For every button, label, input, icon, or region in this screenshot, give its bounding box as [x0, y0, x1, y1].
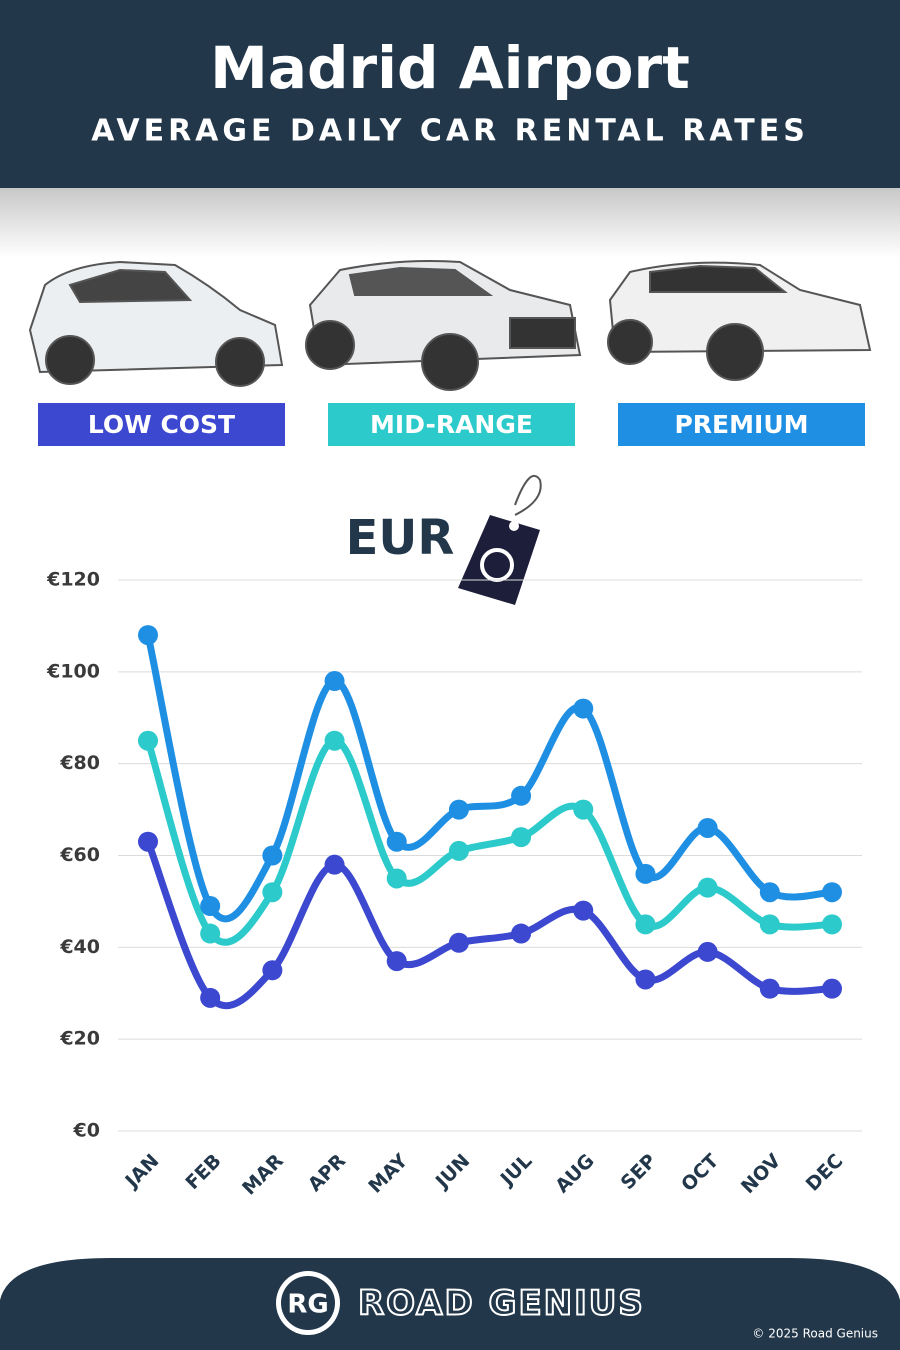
x-tick-label: MAR: [238, 1150, 288, 1200]
car-premium: [607, 261, 872, 381]
data-point: [822, 978, 842, 999]
data-point: [262, 845, 283, 866]
data-point: [822, 882, 842, 903]
data-point: [635, 914, 656, 935]
data-point: [697, 877, 718, 898]
data-point: [324, 671, 345, 692]
data-point: [697, 941, 718, 962]
footer-band: [0, 1258, 900, 1350]
y-tick-label: €100: [46, 660, 100, 682]
data-point: [324, 730, 345, 751]
data-point: [138, 831, 158, 852]
data-point: [635, 863, 656, 884]
x-tick-label: APR: [304, 1150, 350, 1196]
data-point: [138, 730, 158, 751]
data-point: [386, 951, 407, 972]
data-point: [386, 831, 407, 852]
legend-label: PREMIUM: [674, 410, 808, 439]
brand: ROAD GENIUS: [358, 1284, 645, 1324]
data-point: [635, 969, 656, 990]
data-point: [511, 785, 532, 806]
x-tick-label: JUL: [495, 1150, 536, 1191]
x-tick-label: AUG: [551, 1150, 598, 1197]
data-point: [573, 698, 594, 719]
data-point: [759, 914, 780, 935]
legend-swatch: [38, 403, 285, 446]
x-tick-label: SEP: [617, 1150, 661, 1194]
y-tick-label: €60: [59, 844, 100, 866]
y-tick-label: €20: [59, 1028, 100, 1050]
header-shadow: [0, 188, 900, 258]
data-point: [573, 900, 594, 921]
subtitle: AVERAGE DAILY CAR RENTAL RATES: [91, 114, 809, 149]
header-band: [0, 0, 900, 188]
legend-label: LOW COST: [88, 410, 235, 439]
data-point: [138, 625, 158, 646]
data-point: [200, 987, 221, 1008]
data-point: [448, 799, 469, 820]
data-point: [324, 854, 345, 875]
data-point: [386, 868, 407, 889]
logo-ring: [281, 1276, 335, 1330]
y-tick-label: €80: [59, 752, 100, 774]
data-point: [822, 914, 842, 935]
data-point: [262, 882, 283, 903]
y-tick-label: €40: [59, 936, 100, 958]
data-point: [573, 799, 594, 820]
data-point: [759, 882, 780, 903]
x-tick-label: DEC: [802, 1150, 848, 1196]
data-point: [697, 817, 718, 838]
series-line: [144, 631, 836, 923]
data-point: [448, 840, 469, 861]
legend-label: MID-RANGE: [370, 410, 533, 439]
data-point: [200, 923, 221, 944]
title: Madrid Airport: [210, 34, 690, 102]
x-tick-label: MAY: [364, 1150, 412, 1198]
y-tick-label: €120: [46, 569, 100, 591]
x-tick-label: JUN: [430, 1150, 474, 1194]
price-tag-icon: [458, 474, 542, 605]
data-point: [448, 932, 469, 953]
x-tick-label: JAN: [120, 1150, 164, 1194]
logo: RG: [287, 1290, 328, 1320]
x-tick-label: FEB: [181, 1150, 225, 1194]
data-point: [262, 960, 283, 981]
data-point: [200, 896, 221, 917]
data-point: [511, 827, 532, 848]
car-low-cost: [28, 260, 284, 387]
data-point: [511, 923, 532, 944]
car-mid-range: [305, 260, 582, 391]
annotation: EUR: [346, 510, 455, 566]
data-point: [759, 978, 780, 999]
legend-swatch: [618, 403, 865, 446]
legend-swatch: [328, 403, 575, 446]
y-tick-label: €0: [73, 1120, 100, 1142]
x-tick-label: OCT: [677, 1150, 723, 1196]
x-tick-label: NOV: [737, 1150, 785, 1198]
copyright: © 2025 Road Genius: [752, 1327, 878, 1341]
